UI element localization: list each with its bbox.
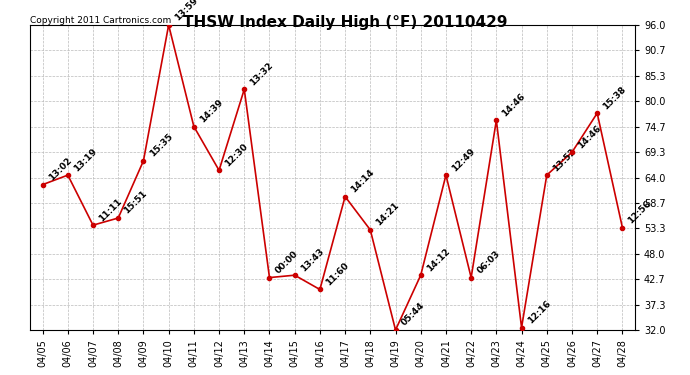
Text: 13:02: 13:02 <box>47 156 73 183</box>
Text: Copyright 2011 Cartronics.com: Copyright 2011 Cartronics.com <box>30 16 171 25</box>
Text: 12:30: 12:30 <box>224 142 250 168</box>
Text: 15:51: 15:51 <box>122 189 149 216</box>
Text: 12:56: 12:56 <box>627 199 653 225</box>
Text: 06:03: 06:03 <box>475 249 502 275</box>
Text: 14:14: 14:14 <box>349 168 376 194</box>
Text: 15:38: 15:38 <box>602 84 628 111</box>
Text: 12:16: 12:16 <box>526 299 552 326</box>
Text: 14:46: 14:46 <box>576 123 603 150</box>
Text: 13:32: 13:32 <box>248 61 275 87</box>
Text: 14:39: 14:39 <box>198 98 225 124</box>
Text: 11:11: 11:11 <box>97 196 124 223</box>
Text: 13:52: 13:52 <box>551 146 578 173</box>
Text: 14:12: 14:12 <box>425 246 451 273</box>
Text: 13:59: 13:59 <box>172 0 199 23</box>
Text: 13:19: 13:19 <box>72 146 99 173</box>
Text: 15:35: 15:35 <box>148 132 174 159</box>
Text: 12:49: 12:49 <box>450 146 477 173</box>
Text: THSW Index Daily High (°F) 20110429: THSW Index Daily High (°F) 20110429 <box>183 15 507 30</box>
Text: 14:21: 14:21 <box>375 201 401 228</box>
Text: 00:00: 00:00 <box>274 249 300 275</box>
Text: 14:46: 14:46 <box>500 92 527 118</box>
Text: 05:44: 05:44 <box>400 301 426 328</box>
Text: 13:43: 13:43 <box>299 246 326 273</box>
Text: 11:60: 11:60 <box>324 261 351 287</box>
